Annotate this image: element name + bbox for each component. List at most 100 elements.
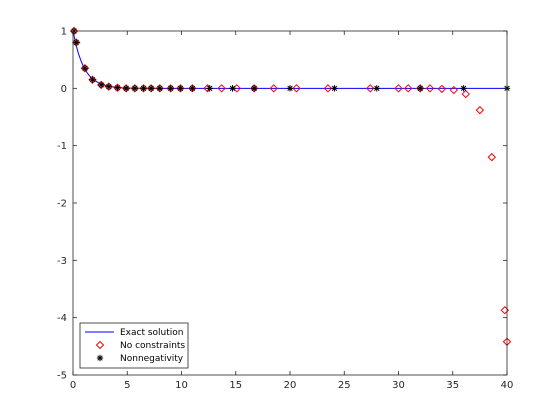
- y-tick-label: -1: [57, 141, 67, 152]
- nonnegativity-point: [122, 85, 130, 92]
- no-constraints-point: [404, 84, 413, 93]
- y-tick-label: -4: [57, 313, 67, 324]
- star-stroke: [177, 85, 184, 91]
- nonnegativity-point: [140, 85, 147, 92]
- chart-marks: [69, 26, 512, 346]
- no-constraints-point: [130, 84, 140, 93]
- star-stroke: [82, 65, 88, 71]
- nonnegativity-point: [147, 85, 155, 92]
- no-constraints-point: [487, 152, 497, 162]
- star-stroke: [89, 77, 96, 83]
- no-constraints-point: [425, 84, 435, 93]
- x-tick-label: 20: [284, 380, 297, 391]
- x-tick-label: 35: [446, 380, 459, 391]
- no-constraints-point: [292, 84, 301, 93]
- star-stroke: [189, 85, 196, 91]
- legend-star-swatch: [96, 354, 104, 362]
- no-constraints-point: [104, 82, 114, 91]
- legend-diamond-swatch: [95, 340, 105, 350]
- nonnegativity-point: [250, 85, 258, 92]
- y-tick-label: 0: [61, 84, 67, 95]
- no-constraints-point: [249, 84, 259, 93]
- x-tick-label: 40: [501, 380, 514, 391]
- x-tick-label: 10: [175, 380, 188, 391]
- nonnegativity-point: [114, 84, 121, 91]
- no-constraints-point: [121, 84, 131, 93]
- no-constraints-point: [188, 84, 197, 93]
- x-tick-label: 0: [70, 380, 76, 391]
- star-stroke: [207, 85, 213, 91]
- no-constraints-point: [97, 80, 106, 90]
- no-constraints-point: [475, 105, 485, 115]
- star-stroke: [97, 355, 103, 361]
- star-stroke: [132, 85, 138, 91]
- star-stroke: [417, 85, 423, 91]
- no-constraints-point: [461, 89, 470, 99]
- no-constraints-point: [72, 38, 81, 47]
- legend: Exact solution No constraints Nonnegativit…: [79, 322, 189, 369]
- nonnegativity-point: [189, 85, 196, 92]
- no-constraints-point: [146, 84, 156, 93]
- no-constraints-point: [113, 83, 122, 92]
- nonnegativity-point: [167, 85, 174, 92]
- no-constraints-point: [449, 85, 459, 95]
- no-constraints-point: [323, 84, 333, 93]
- star-stroke: [106, 83, 112, 90]
- nonnegativity-point: [460, 85, 467, 92]
- no-constraints-point: [394, 84, 403, 93]
- x-tick-label: 25: [338, 380, 351, 391]
- nonnegativity-point: [131, 85, 139, 92]
- star-stroke: [460, 85, 467, 91]
- no-constraints-point: [155, 84, 165, 93]
- no-constraints-point: [366, 84, 375, 93]
- star-stroke: [140, 85, 147, 91]
- nonnegativity-point: [373, 85, 380, 92]
- legend-label: Exact solution: [120, 328, 184, 338]
- x-tick-label: 15: [229, 380, 242, 391]
- star-stroke: [148, 85, 154, 91]
- star-stroke: [331, 85, 338, 91]
- star-stroke: [114, 85, 121, 91]
- no-constraints-point: [415, 84, 425, 93]
- star-stroke: [123, 85, 129, 91]
- legend-label: Nonnegativity: [120, 354, 184, 364]
- star-stroke: [251, 85, 257, 91]
- star-stroke: [374, 85, 380, 91]
- nonnegativity-point: [98, 81, 105, 89]
- no-constraints-point: [139, 84, 148, 93]
- star-stroke: [98, 82, 104, 88]
- x-tick-label: 5: [124, 380, 130, 391]
- y-tick-label: 1: [61, 27, 67, 38]
- nonnegativity-point: [89, 76, 96, 83]
- nonnegativity-point: [105, 83, 113, 90]
- nonnegativity-point: [331, 85, 338, 92]
- nonnegativity-point: [177, 85, 184, 92]
- y-tick-label: -2: [57, 199, 67, 210]
- nonnegativity-point: [206, 85, 213, 92]
- legend-label: No constraints: [120, 341, 185, 351]
- no-constraints-point: [69, 26, 79, 36]
- star-stroke: [167, 85, 174, 91]
- nonnegativity-point: [417, 85, 424, 92]
- nonnegativity-point: [229, 85, 236, 92]
- star-stroke: [287, 85, 293, 91]
- star-stroke: [73, 39, 79, 46]
- star-stroke: [157, 85, 163, 91]
- nonnegativity-point: [81, 65, 89, 72]
- no-constraints-point: [232, 84, 242, 93]
- x-tick-label: 30: [392, 380, 405, 391]
- no-constraints-point: [269, 84, 278, 93]
- nonnegativity-point: [73, 39, 80, 46]
- y-tick-label: -3: [57, 256, 67, 267]
- no-constraints-point: [88, 75, 97, 84]
- no-constraints-point: [166, 84, 175, 93]
- no-constraints-point: [80, 64, 90, 73]
- nonnegativity-point: [156, 85, 163, 92]
- nonnegativity-point: [286, 85, 294, 92]
- no-constraints-point: [437, 84, 447, 94]
- no-constraints-point: [217, 84, 226, 93]
- star-stroke: [229, 85, 236, 91]
